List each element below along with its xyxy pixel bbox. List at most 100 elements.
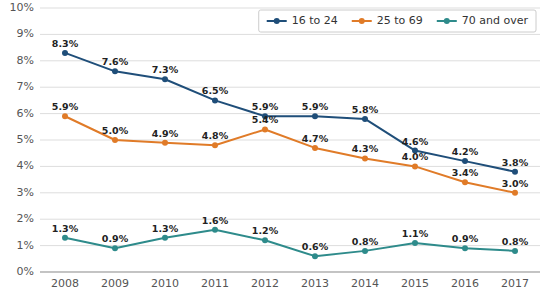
point	[162, 76, 168, 82]
y-tick-label: 4%	[17, 159, 34, 172]
grid-line	[40, 34, 540, 35]
x-tick-label: 2014	[351, 277, 379, 290]
data-label: 3.4%	[452, 167, 479, 178]
x-tick-label: 2012	[251, 277, 279, 290]
data-label: 5.4%	[252, 114, 279, 125]
y-tick-label: 9%	[17, 27, 34, 40]
x-tick-label: 2013	[301, 277, 329, 290]
legend-label: 16 to 24	[292, 14, 338, 27]
y-axis: 0%1%2%3%4%5%6%7%8%9%10%	[10, 1, 34, 278]
point	[462, 158, 468, 164]
data-label: 4.6%	[402, 136, 429, 147]
data-label: 7.6%	[102, 56, 129, 67]
data-label: 4.3%	[352, 143, 379, 154]
data-label: 0.6%	[302, 241, 329, 252]
point	[162, 235, 168, 241]
data-label: 0.9%	[102, 233, 129, 244]
point	[512, 190, 518, 196]
series-line	[65, 53, 515, 172]
data-label: 5.8%	[352, 104, 379, 115]
point	[462, 245, 468, 251]
x-tick-label: 2017	[501, 277, 529, 290]
chart: 0%1%2%3%4%5%6%7%8%9%10%20082009201020112…	[0, 0, 550, 296]
point	[62, 113, 68, 119]
series-line	[65, 230, 515, 256]
grid-line	[40, 192, 540, 193]
data-label: 1.1%	[402, 228, 429, 239]
data-label: 1.2%	[252, 225, 279, 236]
grid-line	[40, 272, 540, 273]
grid-line	[40, 113, 540, 114]
y-tick-label: 10%	[10, 1, 34, 14]
y-tick-label: 2%	[17, 212, 34, 225]
point	[212, 97, 218, 103]
y-tick-label: 7%	[17, 80, 34, 93]
data-label: 3.8%	[502, 157, 529, 168]
legend-marker	[359, 18, 365, 24]
x-tick-label: 2016	[451, 277, 479, 290]
point	[312, 113, 318, 119]
data-label: 4.2%	[452, 146, 479, 157]
x-tick-label: 2009	[101, 277, 129, 290]
data-label: 0.9%	[452, 233, 479, 244]
point	[312, 253, 318, 259]
point	[512, 169, 518, 175]
data-label: 1.6%	[202, 215, 229, 226]
point	[512, 248, 518, 254]
y-tick-label: 6%	[17, 107, 34, 120]
x-axis: 2008 2009 2010 2011 2012 2013 2014 2015 2016 2017	[40, 272, 540, 290]
legend-label: 25 to 69	[377, 14, 423, 27]
point	[112, 68, 118, 74]
point	[62, 235, 68, 241]
legend-marker	[274, 18, 280, 24]
y-tick-label: 3%	[17, 186, 34, 199]
legend-marker	[444, 18, 450, 24]
data-label: 6.5%	[202, 85, 229, 96]
x-tick-label: 2008	[51, 277, 79, 290]
data-label: 1.3%	[152, 223, 179, 234]
legend-box	[259, 10, 536, 32]
legend-label: 70 and over	[462, 14, 529, 27]
point	[412, 163, 418, 169]
x-axis-line	[40, 272, 540, 273]
grid-line	[40, 8, 540, 9]
point	[62, 50, 68, 56]
data-label: 5.9%	[52, 101, 79, 112]
data-label: 0.8%	[352, 236, 379, 247]
legend-item: 70 and over	[437, 14, 529, 27]
data-label: 4.7%	[302, 133, 329, 144]
point	[312, 145, 318, 151]
data-label: 5.0%	[102, 125, 129, 136]
point	[262, 126, 268, 132]
point	[212, 142, 218, 148]
data-label: 7.3%	[152, 64, 179, 75]
legend: 16 to 24 25 to 69 70 and over	[259, 10, 536, 32]
point	[212, 227, 218, 233]
data-label: 3.0%	[502, 178, 529, 189]
point	[362, 116, 368, 122]
series-line	[65, 116, 515, 193]
data-label: 4.9%	[152, 128, 179, 139]
x-tick-label: 2011	[201, 277, 229, 290]
data-label: 4.0%	[402, 151, 429, 162]
y-tick-label: 1%	[17, 239, 34, 252]
x-tick-label: 2015	[401, 277, 429, 290]
y-tick-label: 5%	[17, 133, 34, 146]
point	[112, 245, 118, 251]
point	[162, 140, 168, 146]
grid-line	[40, 219, 540, 220]
legend-item: 25 to 69	[352, 14, 423, 27]
data-label: 5.9%	[302, 101, 329, 112]
data-labels: 8.3% 7.6% 7.3% 6.5% 5.9% 5.9% 5.8% 4.6% 4.2% 3.8%…	[52, 38, 529, 252]
data-label: 5.9%	[252, 101, 279, 112]
point	[112, 137, 118, 143]
data-label: 8.3%	[52, 38, 79, 49]
point	[412, 240, 418, 246]
point	[362, 155, 368, 161]
point	[462, 179, 468, 185]
x-tick-label: 2010	[151, 277, 179, 290]
y-tick-label: 0%	[17, 265, 34, 278]
point	[362, 248, 368, 254]
legend-item: 16 to 24	[267, 14, 338, 27]
y-grid	[40, 8, 540, 272]
